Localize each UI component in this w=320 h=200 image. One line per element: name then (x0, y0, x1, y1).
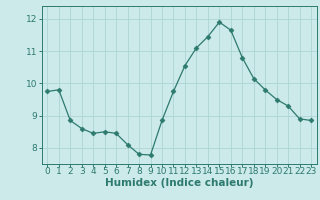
X-axis label: Humidex (Indice chaleur): Humidex (Indice chaleur) (105, 178, 253, 188)
